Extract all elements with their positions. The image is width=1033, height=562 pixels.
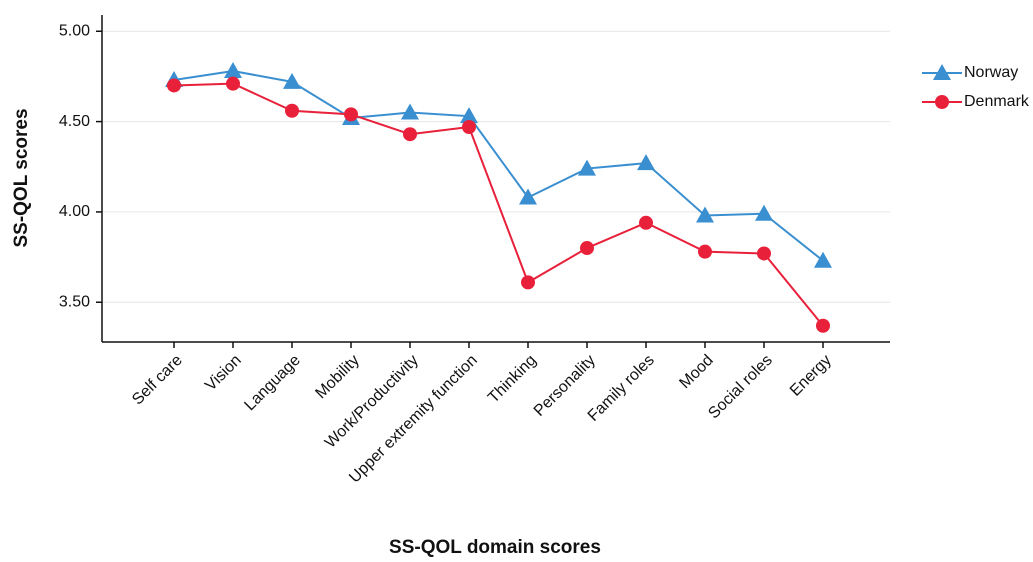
marker bbox=[639, 215, 653, 230]
y-tick-label: 3.50 bbox=[59, 293, 90, 310]
y-axis-label: SS-QOL scores bbox=[11, 108, 32, 247]
marker bbox=[519, 188, 537, 205]
legend-marker bbox=[935, 95, 949, 109]
marker bbox=[283, 72, 301, 89]
x-tick-label: Social roles bbox=[705, 352, 776, 423]
series-line bbox=[173, 82, 824, 327]
series-line bbox=[173, 69, 824, 262]
marker bbox=[578, 159, 596, 176]
y-tick-label: 4.50 bbox=[59, 113, 90, 130]
x-tick-label: Mobility bbox=[312, 352, 362, 402]
legend-label: Norway bbox=[964, 64, 1018, 81]
marker bbox=[285, 103, 299, 118]
marker bbox=[698, 244, 712, 259]
marker bbox=[226, 76, 240, 91]
marker bbox=[167, 78, 181, 93]
marker bbox=[696, 206, 714, 223]
marker bbox=[814, 251, 832, 268]
x-tick-label: Thinking bbox=[485, 352, 540, 407]
marker bbox=[816, 318, 830, 333]
legend-marker bbox=[933, 64, 951, 80]
y-tick-label: 5.00 bbox=[59, 22, 90, 39]
x-tick-label: Language bbox=[241, 352, 303, 414]
x-axis-label: SS-QOL domain scores bbox=[389, 537, 601, 558]
y-tick-label: 4.00 bbox=[59, 203, 90, 220]
x-tick-label: Self care bbox=[129, 352, 186, 409]
x-tick-label: Energy bbox=[787, 352, 835, 400]
marker bbox=[755, 204, 773, 221]
marker bbox=[521, 275, 535, 290]
marker bbox=[580, 241, 594, 256]
marker bbox=[460, 107, 478, 124]
marker bbox=[403, 127, 417, 142]
marker bbox=[462, 120, 476, 135]
x-tick-label: Mood bbox=[676, 352, 716, 392]
marker bbox=[637, 154, 655, 171]
x-tick-label: Vision bbox=[202, 352, 245, 395]
marker bbox=[224, 62, 242, 79]
marker bbox=[757, 246, 771, 261]
marker bbox=[344, 107, 358, 122]
marker bbox=[401, 103, 419, 120]
legend-label: Denmark bbox=[964, 93, 1030, 110]
